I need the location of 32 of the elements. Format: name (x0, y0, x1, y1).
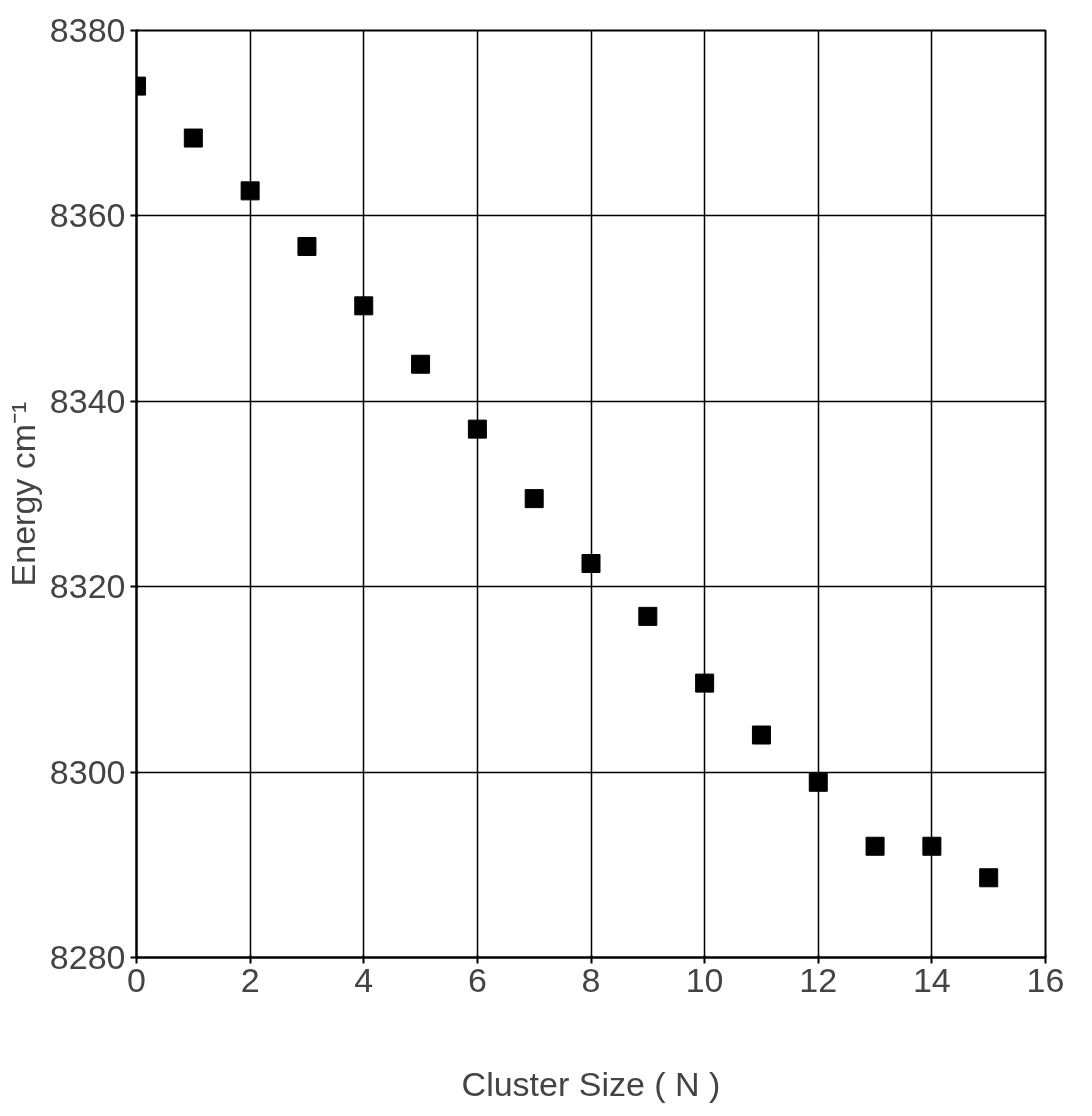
y-axis-title: Energy cm⁻¹ (3, 401, 42, 587)
x-tick-label: 8 (581, 960, 601, 999)
x-tick-label: 12 (799, 960, 838, 999)
point (183, 128, 203, 148)
x-tick-label: 4 (354, 960, 374, 999)
point (922, 836, 942, 856)
point (240, 181, 260, 201)
y-tick-label: 8300 (49, 752, 126, 791)
point (808, 772, 828, 792)
x-tick-label: 10 (685, 960, 724, 999)
point (581, 554, 601, 574)
x-tick-label: 2 (240, 960, 260, 999)
point (638, 606, 658, 626)
y-tick-label: 8360 (49, 196, 126, 235)
point (979, 868, 999, 888)
y-tick-label: 8280 (49, 938, 126, 976)
x-axis-title: Cluster Size ( N ) (461, 1064, 721, 1103)
point (751, 725, 771, 745)
point (467, 419, 487, 439)
x-tick-label: 0 (127, 960, 146, 999)
point (695, 673, 715, 693)
x-tick-label: 14 (912, 960, 951, 999)
x-tick-label: 6 (467, 960, 487, 999)
point (354, 296, 374, 316)
point (411, 354, 431, 374)
y-tick-label: 8380 (49, 11, 126, 49)
point (297, 236, 317, 256)
point (865, 836, 885, 856)
y-tick-label: 8320 (49, 567, 126, 606)
x-tick-label: 16 (1026, 960, 1065, 999)
point (524, 489, 544, 509)
y-tick-label: 8340 (49, 381, 126, 420)
